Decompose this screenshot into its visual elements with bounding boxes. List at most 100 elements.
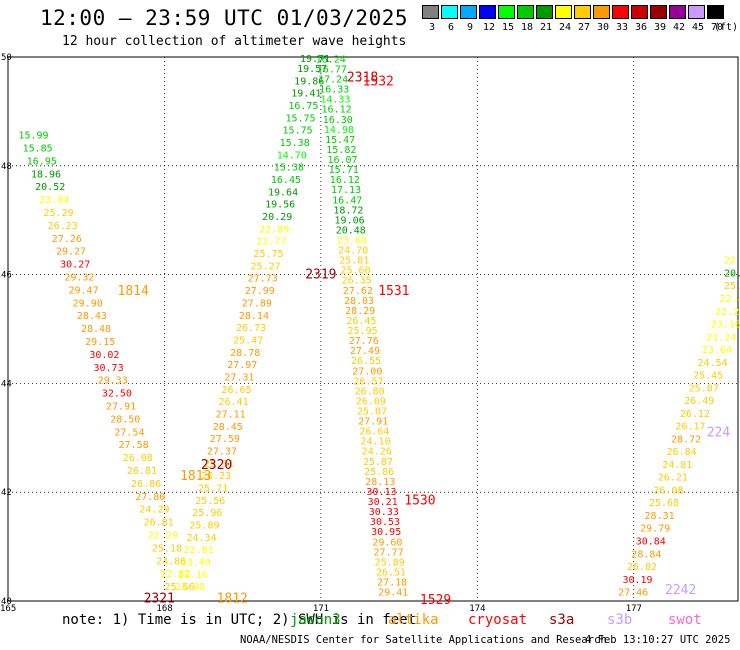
wave-height-value: 27.46	[618, 588, 648, 599]
lat-tick-label: 50	[1, 53, 12, 63]
legend-swatch	[536, 5, 553, 19]
wave-height-value: 28.72	[671, 434, 701, 445]
lat-tick-label: 42	[1, 488, 12, 498]
wave-height-value: 25.68	[649, 498, 679, 509]
page-title: 12:00 – 23:59 UTC 01/03/2025	[40, 6, 409, 30]
wave-height-value: 15.75	[285, 113, 315, 124]
wave-height-value: 28.45	[213, 422, 243, 433]
wave-height-value: 25.87	[689, 383, 719, 394]
wave-height-value: 27.73	[248, 274, 278, 285]
wave-height-value: 26.49	[684, 396, 714, 407]
lon-tick-label: 168	[156, 604, 172, 614]
wave-height-value: 27.58	[119, 440, 149, 451]
wave-height-value: 27.62	[343, 286, 373, 297]
wave-height-value: 26.80	[355, 386, 385, 397]
wave-height-value: 27.11	[216, 409, 246, 420]
wave-height-value: 29.27	[56, 247, 86, 258]
pass-time-label: 1530	[404, 493, 435, 508]
wave-height-value: 25.66	[164, 582, 194, 593]
wave-height-value: 15.47	[325, 135, 355, 146]
lat-tick-label: 46	[1, 271, 12, 281]
wave-height-value: 16.07	[327, 155, 357, 166]
satellite-cryosat: cryosat	[468, 612, 528, 628]
wave-height-value: 25.50	[724, 281, 740, 292]
wave-height-value: 15.38	[274, 163, 304, 174]
wave-height-value: 20.52	[35, 182, 65, 193]
wave-height-value: 19.06	[335, 215, 365, 226]
wave-height-value: 21.24	[706, 332, 736, 343]
footer-date: 4 Feb 13:10:27 UTC 2025	[585, 634, 731, 646]
wave-height-value: 25.56	[195, 496, 225, 507]
wave-height-value: 26.23	[48, 221, 78, 232]
legend-swatch	[517, 5, 534, 19]
wave-height-value: 27.00	[352, 366, 382, 377]
pass-time-label: 1529	[420, 593, 451, 608]
legend-label: 33	[616, 22, 629, 33]
wave-height-value: 29.47	[68, 285, 98, 296]
track-1532: 16.2416.7717.2416.3314.3316.1216.3014.98…	[316, 54, 409, 598]
wave-height-value: 25.71	[198, 483, 228, 494]
pass-time-label: 2242	[665, 583, 696, 598]
wave-height-value: 27.31	[224, 372, 254, 383]
pass-time-label: 2320	[201, 458, 232, 473]
wave-height-value: 27.76	[349, 336, 379, 347]
lat-tick-label: 40	[1, 597, 12, 607]
wave-height-value: 24.26	[362, 447, 392, 458]
pass-time-label: 2318	[347, 71, 378, 86]
wave-height-value: 26.09	[356, 396, 386, 407]
pass-time-label: 1531	[378, 284, 409, 299]
wave-height-value: 25.45	[693, 371, 723, 382]
wave-height-value: 16.24	[316, 54, 346, 65]
wave-height-value: 23.16	[711, 320, 740, 331]
wave-height-value: 30.84	[636, 537, 666, 548]
wave-height-value: 22.29	[148, 531, 178, 542]
wave-height-value: 24.10	[361, 437, 391, 448]
wave-height-value: 27.89	[242, 298, 272, 309]
wave-height-value: 27.91	[358, 417, 388, 428]
wave-height-value: 26.81	[144, 518, 174, 529]
wave-height-value: 15.82	[326, 145, 356, 156]
wave-height-value: 29.90	[73, 298, 103, 309]
wave-height-value: 28.31	[645, 511, 675, 522]
wave-height-value: 28.78	[230, 348, 260, 359]
wave-height-value: 28.13	[365, 477, 395, 488]
wave-height-value: 26.17	[675, 422, 705, 433]
wave-height-value: 27.77	[373, 547, 403, 558]
lon-tick-label: 171	[313, 604, 329, 614]
wave-height-value: 22.77	[256, 237, 286, 248]
wave-height-value: 23.08	[175, 582, 205, 593]
wave-height-value: 23.64	[702, 345, 732, 356]
wave-height-value: 25.81	[339, 256, 369, 267]
wave-height-value: 26.84	[667, 447, 697, 458]
wave-height-value: 30.33	[369, 507, 399, 518]
wave-height-value: 24.29	[139, 505, 169, 516]
wave-height-value: 22	[724, 256, 736, 267]
wave-height-value: 20.48	[336, 225, 366, 236]
track-2319: 19.7119.5719.8619.4116.7515.7515.7515.38…	[175, 54, 330, 593]
legend-label: 9	[467, 22, 474, 33]
wave-height-value: 24.70	[338, 246, 368, 257]
wave-height-value: 28.50	[110, 414, 140, 425]
footer-credit: NOAA/NESDIS Center for Satellite Applica…	[240, 634, 607, 646]
legend-label: 39	[654, 22, 667, 33]
wave-height-value: 26.08	[123, 453, 153, 464]
wave-height-value: 30.02	[89, 350, 119, 361]
legend-swatch	[422, 5, 439, 19]
wave-height-value: 30.13	[366, 487, 396, 498]
wave-height-value: 27.59	[210, 434, 240, 445]
wave-height-value: 25.07	[357, 407, 387, 418]
legend-swatch	[498, 5, 515, 19]
satellite-altika: altika	[388, 612, 439, 628]
legend-swatch	[688, 5, 705, 19]
wave-height-value: 25.31	[204, 459, 234, 470]
wave-height-value: 26.35	[342, 276, 372, 287]
legend-label: 21	[540, 22, 553, 33]
wave-height-value: 23.60	[337, 235, 367, 246]
pass-time-label: 224	[707, 425, 731, 440]
wave-height-value: 26.23	[201, 471, 231, 482]
lon-tick-label: 174	[469, 604, 485, 614]
wave-height-value: 30.19	[622, 575, 652, 586]
wave-height-value: 29.33	[98, 376, 128, 387]
wave-height-value: 15.71	[329, 165, 359, 176]
